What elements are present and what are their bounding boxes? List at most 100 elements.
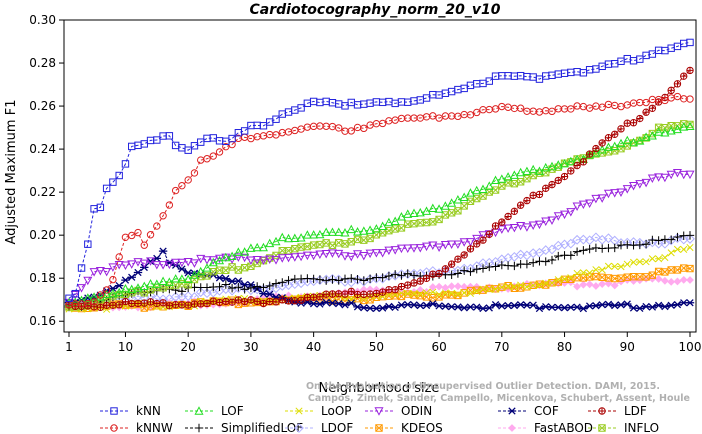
point-odin	[309, 251, 319, 261]
point-loop	[517, 281, 525, 289]
x-tick-label: 100	[679, 340, 702, 354]
legend-item-ldf: LDF	[588, 404, 647, 418]
point-ldof	[591, 232, 601, 243]
point-odin	[315, 250, 325, 260]
point-ldof	[183, 291, 194, 302]
point-odin	[378, 249, 388, 258]
point-odin	[666, 170, 676, 180]
point-ldf-ring	[598, 139, 606, 147]
point-simplifiedlof	[491, 262, 500, 271]
point-simplifiedlof	[309, 274, 318, 284]
point-inflo	[410, 219, 418, 228]
point-inflo	[259, 257, 268, 265]
point-cof	[133, 268, 143, 277]
point-loop	[504, 283, 512, 291]
point-ldf	[492, 222, 499, 230]
point-inflo	[454, 207, 462, 215]
point-ldf-ring	[473, 240, 481, 248]
point-knn	[259, 122, 268, 130]
point-inflo	[247, 262, 255, 270]
point-knnw	[548, 107, 556, 116]
point-knnw	[115, 253, 123, 261]
point-lof	[654, 127, 664, 136]
point-knn	[636, 55, 644, 63]
point-loop	[479, 285, 487, 293]
point-odin	[284, 253, 294, 263]
point-loop	[416, 290, 424, 298]
point-knnw	[429, 112, 437, 120]
x-tick-label: 50	[369, 340, 384, 354]
legend-item-kdeos: KDEOS	[365, 421, 443, 434]
point-ldf	[479, 236, 487, 244]
point-simplifiedlof	[403, 269, 412, 278]
point-lof	[409, 208, 419, 217]
point-simplifiedlof	[390, 270, 400, 279]
point-ldf	[354, 291, 361, 298]
point-lof	[428, 203, 438, 212]
point-kdeos	[479, 286, 487, 294]
point-inflo	[341, 240, 349, 248]
point-knn	[84, 240, 92, 248]
point-loop	[523, 283, 531, 291]
point-simplifiedlof	[227, 283, 237, 293]
point-ldf	[197, 300, 204, 308]
point-lof	[127, 284, 137, 293]
point-simplifiedlof	[252, 282, 262, 291]
legend-item-odin: ODIN	[365, 404, 432, 418]
point-lof	[221, 252, 231, 262]
point-lof	[158, 276, 168, 285]
point-simplifiedlof	[284, 276, 293, 285]
point-simplifiedlof	[359, 276, 369, 285]
point-ldf	[573, 162, 581, 169]
point-knnw	[90, 298, 98, 306]
legend-label: SimplifiedLOF	[221, 421, 303, 434]
point-ldf	[266, 298, 273, 305]
point-loop	[629, 258, 638, 266]
point-inflo	[234, 266, 243, 274]
y-tick-label: 0.16	[29, 314, 56, 328]
point-odin	[133, 258, 143, 267]
point-fastabod	[585, 280, 594, 289]
point-ldf	[580, 158, 587, 166]
point-ldf	[172, 301, 179, 308]
point-odin	[522, 223, 532, 232]
point-odin	[108, 263, 118, 272]
point-odin	[453, 240, 463, 249]
point-lof	[553, 160, 563, 169]
point-kdeos	[579, 274, 588, 282]
y-axis: 0.16 0.18 0.20 0.22 0.24 0.26 0.28 0.30	[29, 13, 64, 328]
point-knnw	[190, 169, 199, 177]
point-ldof	[603, 233, 614, 244]
point-lof	[139, 281, 149, 291]
point-ldf	[448, 260, 455, 268]
point-loop	[535, 281, 544, 289]
point-knnw	[153, 222, 161, 230]
point-odin	[415, 244, 425, 253]
point-loop	[404, 289, 412, 297]
point-ldf-ring	[404, 281, 412, 289]
point-ldf	[385, 286, 393, 293]
plot-frame	[63, 19, 697, 333]
legend-marker	[194, 406, 204, 415]
point-lof	[616, 138, 626, 148]
point-kdeos	[686, 264, 694, 273]
point-fastabod	[466, 282, 475, 291]
point-lof	[384, 217, 394, 227]
point-ldf	[617, 125, 625, 133]
point-ldf	[316, 293, 324, 300]
point-odin	[334, 249, 344, 259]
point-odin	[277, 254, 287, 263]
point-cof	[623, 300, 632, 308]
point-odin	[622, 185, 632, 194]
legend-marker	[294, 423, 304, 433]
point-fastabod	[579, 280, 588, 289]
point-lof	[258, 242, 268, 252]
point-odin	[465, 238, 475, 247]
point-inflo	[335, 239, 343, 247]
point-lof	[440, 201, 450, 210]
point-odin	[528, 221, 538, 230]
point-lof	[340, 228, 350, 237]
point-ldf-ring	[604, 134, 613, 142]
point-odin	[597, 194, 607, 203]
point-lof	[284, 233, 294, 243]
